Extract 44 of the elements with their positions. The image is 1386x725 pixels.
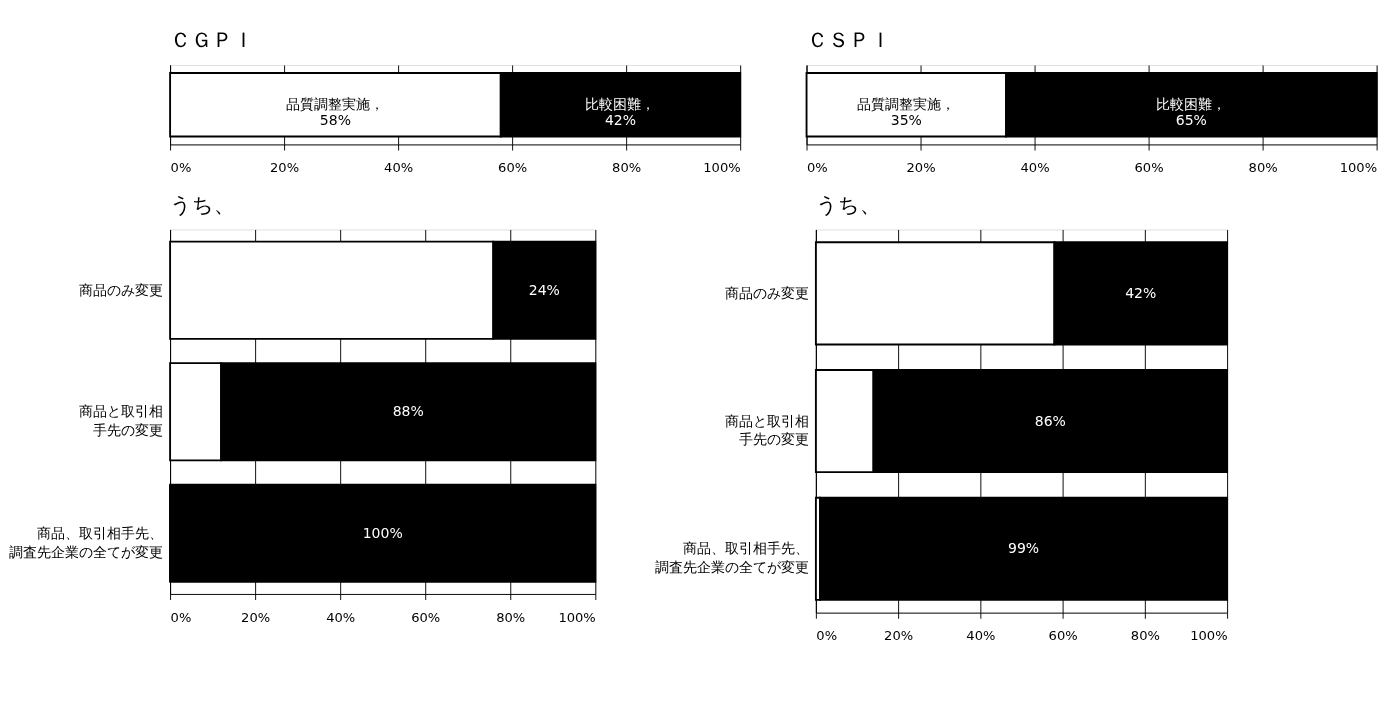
x-tick-label: 80% (1130, 628, 1160, 644)
x-tick-label: 80% (612, 160, 642, 176)
x-tick-label: 20% (270, 160, 300, 176)
y-tick-label: 商品のみ変更 (724, 285, 809, 302)
x-tick-label: 100% (703, 160, 741, 176)
chart-title: ＣＳＰＩ (806, 28, 891, 53)
x-tick-label: 40% (384, 160, 414, 176)
x-tick-label: 0% (170, 160, 192, 176)
data-label: 比較困難， 42% (585, 96, 656, 129)
data-label: 99% (1008, 540, 1040, 557)
chart-title: うち、 (170, 192, 236, 217)
x-tick-label: 20% (906, 160, 936, 176)
y-tick-label: 商品と取引相手先の変更 (79, 403, 164, 439)
data-label: 42% (1125, 285, 1157, 302)
x-tick-label: 0% (816, 628, 838, 644)
x-tick-label: 20% (884, 628, 914, 644)
x-tick-label: 40% (1020, 160, 1050, 176)
data-label: 100% (362, 524, 403, 541)
x-tick-label: 100% (1339, 160, 1378, 176)
x-tick-label: 100% (558, 609, 596, 625)
x-tick-label: 80% (496, 609, 526, 625)
x-tick-label: 100% (1190, 628, 1228, 644)
y-tick-label: 商品と取引相手先の変更 (724, 412, 809, 448)
chart-title: ＣＧＰＩ (170, 28, 255, 53)
y-tick-label: 商品、取引相手先、調査先企業の全てが変更 (9, 524, 164, 560)
data-label: 86% (1034, 412, 1066, 429)
y-tick-label: 商品、取引相手先、調査先企業の全てが変更 (654, 540, 809, 576)
x-tick-label: 80% (1248, 160, 1278, 176)
x-tick-label: 40% (966, 628, 996, 644)
data-label: 88% (392, 403, 424, 420)
x-tick-label: 20% (241, 609, 271, 625)
y-tick-label: 商品のみ変更 (79, 281, 164, 298)
x-tick-label: 40% (326, 609, 356, 625)
data-label: 品質調整実施，35% (857, 96, 956, 129)
x-tick-label: 0% (170, 609, 192, 625)
x-tick-label: 60% (1134, 160, 1164, 176)
x-tick-label: 60% (411, 609, 441, 625)
data-label: 品質調整実施， 58% (286, 96, 385, 129)
x-tick-label: 60% (1048, 628, 1078, 644)
x-tick-label: 0% (807, 160, 828, 176)
x-tick-label: 60% (498, 160, 528, 176)
chart-title: うち、 (815, 192, 881, 217)
data-label: 比較困難， 65% (1156, 96, 1227, 129)
data-label: 24% (528, 281, 560, 298)
